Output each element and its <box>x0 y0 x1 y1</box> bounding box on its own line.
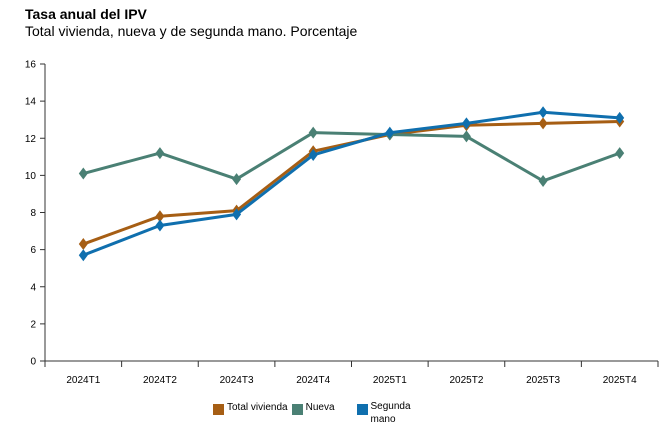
x-tick-label: 2025T4 <box>603 375 637 386</box>
data-point-marker <box>385 126 395 139</box>
chart-subtitle: Total vivienda, nueva y de segunda mano.… <box>25 23 358 39</box>
x-tick-label: 2025T3 <box>526 375 560 386</box>
legend-swatch <box>291 404 303 415</box>
data-point-marker <box>538 174 548 187</box>
legend-label: Segunda mano <box>370 401 411 425</box>
y-tick-label: 2 <box>30 319 36 330</box>
legend-swatch <box>356 404 368 415</box>
data-point-marker <box>232 208 242 221</box>
x-tick-label: 2024T2 <box>143 375 177 386</box>
legend-label: Nueva <box>305 402 335 413</box>
y-tick-label: 8 <box>30 208 36 219</box>
legend-item: Nueva <box>291 402 335 415</box>
y-tick-label: 14 <box>25 97 37 108</box>
series-line <box>82 131 621 183</box>
legend-item: Segunda mano <box>356 401 421 426</box>
data-point-marker <box>308 148 318 161</box>
series-line <box>82 110 620 257</box>
data-point-marker <box>232 173 242 186</box>
legend-item: Total vivienda <box>213 402 288 415</box>
data-point-marker <box>308 126 318 139</box>
data-point-marker <box>155 219 165 232</box>
data-point-marker <box>538 117 548 130</box>
x-tick-label: 2024T1 <box>66 375 100 386</box>
x-tick-label: 2025T2 <box>449 375 483 386</box>
y-tick-label: 12 <box>25 134 37 145</box>
legend: Total vivienda Nueva Segunda mano <box>213 401 425 426</box>
x-tick-label: 2024T3 <box>220 375 254 386</box>
y-tick-label: 6 <box>30 245 36 256</box>
data-point-marker <box>615 147 625 160</box>
legend-label: Total vivienda <box>227 402 288 413</box>
y-tick-label: 4 <box>30 282 36 293</box>
data-point-marker <box>78 167 88 180</box>
x-tick-label: 2025T1 <box>373 375 407 386</box>
data-point-marker <box>538 106 548 119</box>
data-point-marker <box>615 111 625 124</box>
data-point-marker <box>155 147 165 160</box>
data-point-marker <box>78 249 88 262</box>
y-tick-label: 10 <box>25 171 37 182</box>
data-point-marker <box>461 130 471 143</box>
legend-swatch <box>213 404 224 415</box>
data-point-marker <box>461 117 471 130</box>
y-tick-label: 0 <box>30 357 36 368</box>
data-point-marker <box>78 238 88 251</box>
chart-title: Tasa anual del IPV <box>25 6 147 22</box>
x-tick-label: 2024T4 <box>296 375 330 386</box>
y-tick-label: 16 <box>25 60 37 71</box>
data-point-marker <box>155 210 165 223</box>
